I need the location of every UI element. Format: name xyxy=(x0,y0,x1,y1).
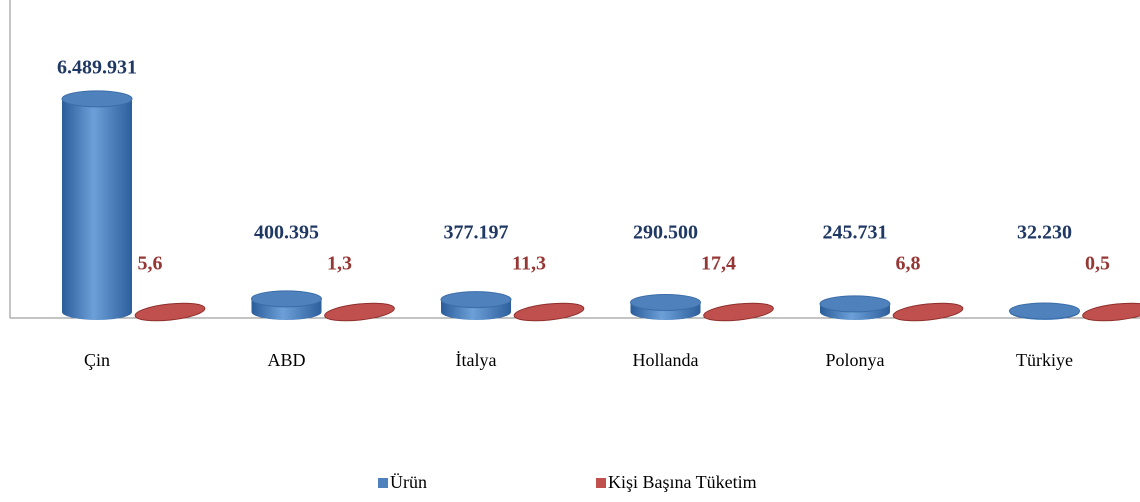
bar-part xyxy=(134,302,206,322)
data-label: 400.395 xyxy=(254,222,319,244)
x-tick-label: ABD xyxy=(267,350,305,370)
legend-swatch xyxy=(596,478,606,488)
bar-part xyxy=(251,290,322,308)
data-label: 6.489.931 xyxy=(57,56,137,78)
bar xyxy=(1009,302,1080,320)
bar xyxy=(1082,302,1140,322)
bar xyxy=(630,293,701,320)
data-label: 6,8 xyxy=(896,253,921,275)
bar xyxy=(134,302,206,322)
bar xyxy=(440,291,512,320)
data-label: 11,3 xyxy=(512,253,546,275)
bar xyxy=(251,290,322,320)
bar-part xyxy=(62,98,132,321)
bar xyxy=(61,90,133,321)
x-tick-label: İtalya xyxy=(456,350,497,370)
data-label: 5,6 xyxy=(138,253,163,275)
bar-part xyxy=(819,295,891,313)
x-tick-label: Çin xyxy=(84,350,110,370)
data-label: 17,4 xyxy=(701,253,736,275)
bar-part xyxy=(513,302,585,322)
bar xyxy=(703,302,774,322)
legend-label: Kişi Başına Tüketim xyxy=(608,472,757,492)
x-tick-label: Polonya xyxy=(825,350,884,370)
data-label: 377.197 xyxy=(444,222,509,244)
data-label: 32.230 xyxy=(1017,222,1072,244)
data-label: 245.731 xyxy=(823,222,888,244)
bar xyxy=(819,295,891,320)
x-tick-label: Türkiye xyxy=(1016,350,1073,370)
legend-swatch xyxy=(378,478,388,488)
bar-part xyxy=(630,293,701,311)
bar-part xyxy=(324,302,395,322)
bar-part xyxy=(892,302,964,322)
bar-part xyxy=(440,291,512,309)
bar-part xyxy=(1009,302,1080,320)
bar-part xyxy=(1082,302,1140,322)
bar xyxy=(513,302,585,322)
data-label: 1,3 xyxy=(327,253,352,275)
legend-label: Ürün xyxy=(390,472,427,492)
bar xyxy=(892,302,964,322)
data-label: 0,5 xyxy=(1085,253,1110,275)
bar-part xyxy=(61,90,133,108)
x-tick-label: Hollanda xyxy=(633,350,699,370)
bar xyxy=(324,302,395,322)
data-label: 290.500 xyxy=(633,222,698,244)
bar-part xyxy=(703,302,774,322)
